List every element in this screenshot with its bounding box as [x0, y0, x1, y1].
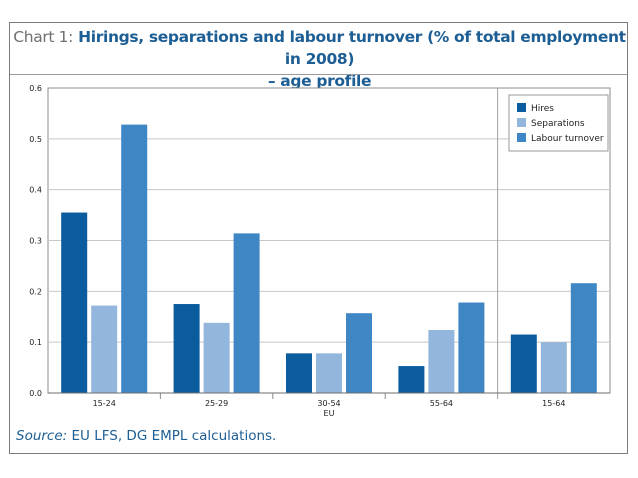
y-tick-label: 0.4 — [29, 186, 42, 195]
y-tick-label: 0.1 — [29, 338, 42, 347]
chart-title-line2: – age profile — [267, 72, 372, 90]
x-tick-label: 25-29 — [205, 399, 228, 408]
x-group-label: EU — [324, 409, 335, 418]
chart-title-line1: Hirings, separations and labour turnover… — [78, 28, 626, 68]
x-tick-label: 30-54 — [317, 399, 340, 408]
bar-labour-turnover-30-54 — [346, 313, 372, 393]
bar-separations-30-54 — [316, 353, 342, 393]
source-text: EU LFS, DG EMPL calculations. — [71, 428, 277, 444]
legend-swatch-hires — [517, 103, 526, 112]
bar-labour-turnover-15-24 — [121, 124, 148, 393]
title-divider — [10, 74, 627, 75]
x-tick-label: 15-64 — [542, 399, 565, 408]
legend-swatch-labour-turnover — [517, 133, 526, 142]
y-tick-label: 0.5 — [29, 135, 42, 144]
y-tick-label: 0.0 — [29, 389, 42, 398]
bar-hires-55-64 — [398, 366, 425, 393]
bar-hires-30-54 — [286, 353, 312, 393]
bar-separations-25-29 — [203, 322, 230, 393]
bar-labour-turnover-55-64 — [458, 302, 485, 393]
y-tick-label: 0.2 — [29, 287, 42, 296]
bar-labour-turnover-25-29 — [233, 233, 260, 393]
bar-separations-55-64 — [428, 329, 455, 393]
source-note: Source: EU LFS, DG EMPL calculations. — [16, 428, 276, 444]
bar-separations-15-64 — [540, 342, 567, 393]
x-tick-label: 55-64 — [430, 399, 453, 408]
legend-label-labour-turnover: Labour turnover — [531, 134, 604, 144]
bar-hires-25-29 — [173, 304, 200, 393]
bar-separations-15-24 — [91, 305, 118, 393]
bar-labour-turnover-15-64 — [570, 283, 597, 393]
legend-swatch-separations — [517, 118, 526, 127]
legend-label-separations: Separations — [531, 119, 585, 129]
source-label: Source: — [16, 428, 68, 444]
chart-title: Chart 1: Hirings, separations and labour… — [10, 26, 629, 92]
chart-title-prefix: Chart 1: — [13, 28, 74, 46]
bar-hires-15-64 — [510, 334, 537, 393]
legend-label-hires: Hires — [531, 104, 554, 114]
x-tick-label: 15-24 — [93, 399, 116, 408]
y-tick-label: 0.3 — [29, 237, 42, 246]
y-tick-label: 0.6 — [29, 84, 42, 93]
bar-hires-15-24 — [61, 212, 88, 393]
